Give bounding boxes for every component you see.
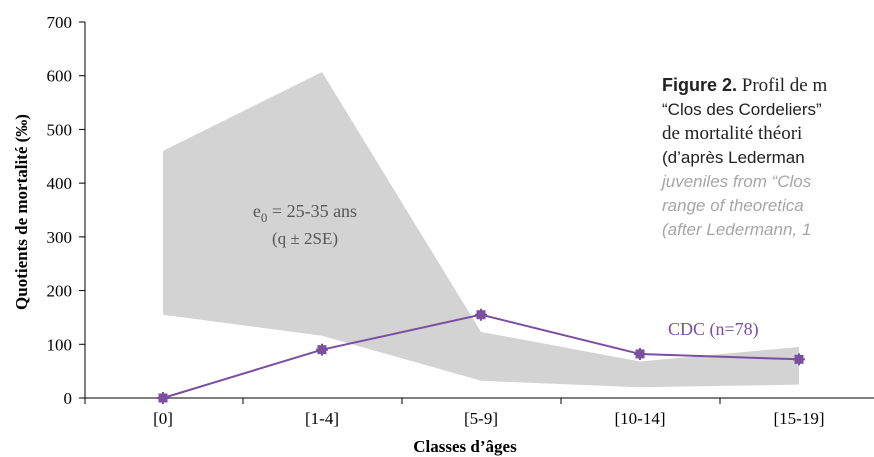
caption-fr-line-1: Profil de m: [737, 75, 827, 96]
data-point: [793, 353, 805, 366]
x-tick-label: [1-4]: [305, 409, 339, 428]
confidence-band-layer: [163, 72, 799, 388]
caption-fr-line-2: “Clos des Cordeliers”: [662, 100, 822, 119]
series-label: CDC (n=78): [668, 319, 759, 340]
band-note: (q ± 2SE): [272, 229, 338, 248]
caption-en-line-2: range of theoretica: [662, 196, 804, 215]
confidence-band: [163, 72, 799, 388]
axes: [79, 21, 874, 404]
series-layer: [157, 308, 805, 404]
caption-fr-line-4: (d’après Lederman: [662, 148, 805, 167]
caption-en-line-3: (after Ledermann, 1: [662, 220, 811, 239]
x-tick-label: [10-14]: [615, 409, 666, 428]
y-tick-label: 500: [47, 120, 73, 139]
y-axis-title: Quotients de mortalité (‰): [12, 114, 31, 310]
caption-figure-label: Figure 2.: [662, 75, 737, 95]
y-tick-label: 700: [47, 13, 73, 32]
y-tick-label: 300: [47, 228, 73, 247]
caption-line-1: Figure 2. Profil de m: [662, 75, 827, 96]
y-tick-label: 200: [47, 282, 73, 301]
band-label-subscript: 0: [261, 210, 268, 225]
caption-en-line-1: juveniles from “Clos: [660, 172, 812, 191]
data-point: [475, 308, 487, 321]
y-tick-label: 100: [47, 335, 73, 354]
band-label-rest: = 25-35 ans: [267, 201, 357, 221]
y-tick-label: 600: [47, 67, 73, 86]
figure-caption: Figure 2. Profil de m “Clos des Cordelie…: [660, 75, 827, 239]
x-tick-label: [5-9]: [464, 409, 498, 428]
y-tick-label: 400: [47, 174, 73, 193]
x-tick-label: [15-19]: [774, 409, 825, 428]
tick-labels: 0 100 200 300 400 500 600 700 [0] [1-4] [5-9] [10-1…: [47, 13, 825, 428]
data-point: [157, 392, 169, 404]
x-tick-label: [0]: [153, 409, 173, 428]
caption-fr-line-3: de mortalité théori: [662, 123, 802, 144]
data-point: [634, 347, 646, 360]
x-axis-title: Classes d’âges: [413, 437, 517, 456]
y-tick-label: 0: [64, 389, 73, 408]
data-point: [316, 343, 328, 356]
band-label: e0 = 25-35 ans: [253, 201, 357, 225]
band-label-e: e: [253, 201, 261, 221]
